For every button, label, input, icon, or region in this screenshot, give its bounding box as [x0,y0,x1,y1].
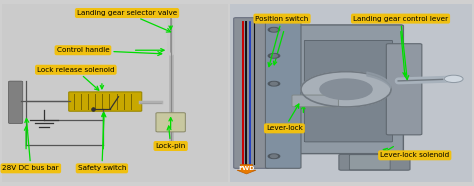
Circle shape [320,79,372,100]
FancyBboxPatch shape [2,4,228,182]
Circle shape [271,82,277,85]
Circle shape [271,54,277,57]
Circle shape [301,72,391,107]
FancyBboxPatch shape [234,18,269,168]
Circle shape [268,128,280,132]
Text: FWD: FWD [238,166,255,171]
Text: Lever-lock solenoid: Lever-lock solenoid [380,148,449,158]
Text: Lock release solenoid: Lock release solenoid [37,67,115,90]
Circle shape [271,155,277,158]
Circle shape [268,154,280,158]
FancyBboxPatch shape [292,95,338,107]
FancyBboxPatch shape [156,113,185,132]
Circle shape [271,129,277,132]
Circle shape [268,28,280,32]
Circle shape [444,75,463,83]
Circle shape [268,54,280,58]
FancyBboxPatch shape [304,40,392,142]
Text: Landing gear control lever: Landing gear control lever [353,16,448,80]
Text: Control handle: Control handle [56,47,162,56]
Polygon shape [237,165,256,174]
FancyBboxPatch shape [69,92,142,111]
FancyBboxPatch shape [9,81,23,124]
FancyBboxPatch shape [349,155,390,170]
Circle shape [271,28,277,31]
FancyBboxPatch shape [296,25,403,154]
FancyBboxPatch shape [339,154,410,170]
FancyBboxPatch shape [230,4,472,182]
Text: Lock-pin: Lock-pin [155,126,186,149]
FancyBboxPatch shape [265,18,301,168]
Text: Landing gear selector valve: Landing gear selector valve [77,10,177,32]
Text: Lever-lock: Lever-lock [266,104,303,131]
Circle shape [268,81,280,86]
Text: 28V DC bus bar: 28V DC bus bar [2,118,59,171]
FancyBboxPatch shape [386,44,422,135]
Text: Safety switch: Safety switch [78,113,126,171]
Text: Position switch: Position switch [255,16,309,67]
